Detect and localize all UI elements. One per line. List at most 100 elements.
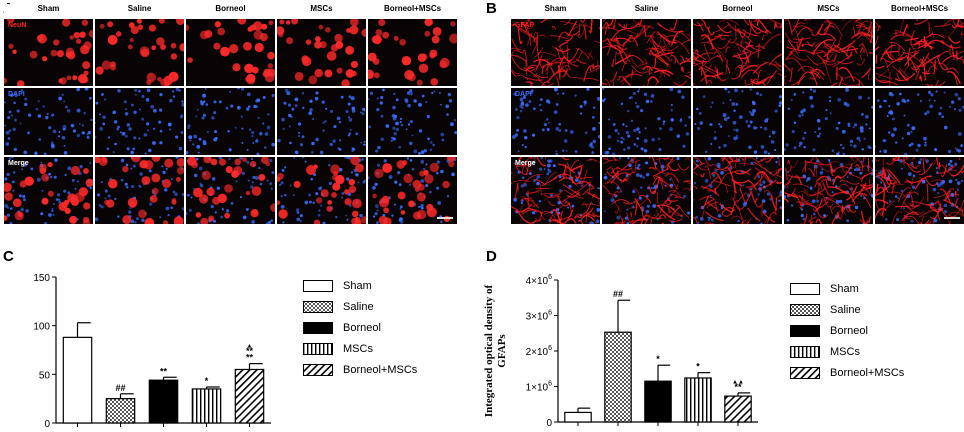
bar	[684, 377, 712, 423]
significance-mark: ▲▲	[732, 379, 744, 385]
legend-item: Saline	[790, 304, 861, 316]
y-tick-label: 50	[39, 370, 51, 381]
legend-label: Borneol+MSCs	[343, 364, 418, 376]
micrograph-tile	[784, 157, 873, 224]
significance-mark: **	[160, 366, 168, 376]
micrograph-tile	[186, 19, 275, 86]
bar	[644, 380, 672, 423]
legend-item: MSCs	[303, 343, 373, 355]
micrograph-tile: Merge	[4, 157, 93, 224]
legend-item: Borneol	[303, 322, 381, 334]
column-header: Sham	[544, 4, 567, 13]
micrograph-tile	[784, 19, 873, 86]
row-label: DAPI	[515, 91, 532, 98]
significance-mark: *	[696, 362, 700, 372]
bar	[234, 368, 265, 424]
legend-swatch	[303, 343, 333, 355]
legend-d: Sham Saline Borneol MSCs Borneol+MSCs	[790, 283, 960, 393]
micrograph-tile	[602, 157, 691, 224]
bar	[191, 388, 222, 424]
row-label: Merge	[8, 160, 29, 167]
column-header: Borneol	[215, 4, 246, 13]
legend-swatch	[303, 322, 333, 334]
chart-d: 0 1×106 2×106 3×106 4×106 Integrated optical …	[483, 274, 758, 429]
micrograph-tile	[875, 157, 964, 224]
micrograph-tile: NeuN	[4, 19, 93, 86]
row-label: Merge	[515, 160, 536, 167]
micrograph-grid-a: Sham Saline Borneol MSCs Borneol+MSCs NeuN DAP…	[4, 4, 457, 224]
micrograph-tile	[368, 157, 457, 224]
panel-letter-d: D	[486, 248, 497, 265]
panel-letter-b: B	[486, 0, 497, 17]
legend-label: MSCs	[830, 346, 860, 358]
legend-label: Sham	[343, 280, 372, 292]
legend-item: Borneol+MSCs	[303, 364, 417, 376]
micrograph-tile	[95, 19, 184, 86]
legend-swatch	[790, 367, 820, 379]
y-tick-label: 100	[33, 322, 50, 333]
legend-item: Saline	[303, 301, 374, 313]
scale-bar	[437, 217, 453, 219]
significance-mark: **	[246, 346, 254, 356]
column-header: Borneol+MSCs	[890, 4, 949, 13]
legend-swatch	[790, 283, 820, 295]
y-tick-label: 150	[33, 273, 50, 284]
micrograph-tile	[784, 88, 873, 155]
column-header: Borneol	[722, 4, 753, 13]
bar	[62, 336, 93, 424]
y-tick-label: 4×106	[526, 274, 553, 287]
column-header: Saline	[127, 4, 152, 13]
legend-swatch	[303, 301, 333, 313]
micrograph-tile: Merge	[511, 157, 600, 224]
significance-mark: *	[205, 376, 209, 386]
legend-item: Borneol	[790, 325, 868, 337]
micrograph-tile	[602, 19, 691, 86]
significance-mark: ##	[613, 289, 623, 299]
panel-letter-c: C	[3, 248, 14, 265]
legend-c: Sham Saline Borneol MSCs Borneol+MSCs	[303, 280, 473, 390]
bar	[604, 331, 632, 423]
legend-swatch	[790, 304, 820, 316]
legend-item: Sham	[790, 283, 859, 295]
y-tick-label: 3×106	[526, 310, 553, 323]
bar	[564, 411, 592, 423]
row-label: GFAP	[515, 22, 535, 29]
row-label: DAPI	[8, 91, 25, 98]
micrograph-tile	[277, 157, 366, 224]
micrograph-tile	[186, 157, 275, 224]
legend-swatch	[303, 364, 333, 376]
micrograph-grid-b: Sham Saline Borneol MSCs Borneol+MSCs GFAP DAP…	[511, 4, 964, 224]
column-header: Borneol+MSCs	[383, 4, 442, 13]
scale-bar	[944, 217, 960, 219]
significance-mark: *	[656, 354, 660, 364]
column-header: MSCs	[817, 4, 840, 13]
micrograph-tile	[186, 88, 275, 155]
micrograph-tile	[277, 88, 366, 155]
significance-mark: ▲	[247, 344, 253, 350]
row-label: NeuN	[8, 22, 27, 29]
bar	[105, 398, 136, 424]
micrograph-tile	[602, 88, 691, 155]
y-tick-label: 0	[546, 418, 552, 429]
micrograph-tile: GFAP	[511, 19, 600, 86]
micrograph-tile	[95, 157, 184, 224]
column-header: Saline	[634, 4, 659, 13]
micrograph-tile	[875, 88, 964, 155]
micrograph-tile: DAPI	[4, 88, 93, 155]
significance-mark: **	[734, 382, 742, 392]
y-tick-label: 1×106	[526, 381, 553, 394]
legend-item: Sham	[303, 280, 372, 292]
column-header: Sham	[37, 4, 60, 13]
legend-label: Saline	[830, 304, 861, 316]
significance-mark: ##	[115, 383, 125, 393]
micrograph-tile	[368, 19, 457, 86]
legend-label: Borneol	[830, 325, 868, 337]
micrograph-tile	[693, 88, 782, 155]
legend-item: MSCs	[790, 346, 860, 358]
legend-swatch	[303, 280, 333, 292]
legend-swatch	[790, 325, 820, 337]
legend-label: Borneol+MSCs	[830, 367, 905, 379]
micrograph-tile	[875, 19, 964, 86]
micrograph-tile	[277, 19, 366, 86]
significance-mark: **	[246, 353, 254, 363]
